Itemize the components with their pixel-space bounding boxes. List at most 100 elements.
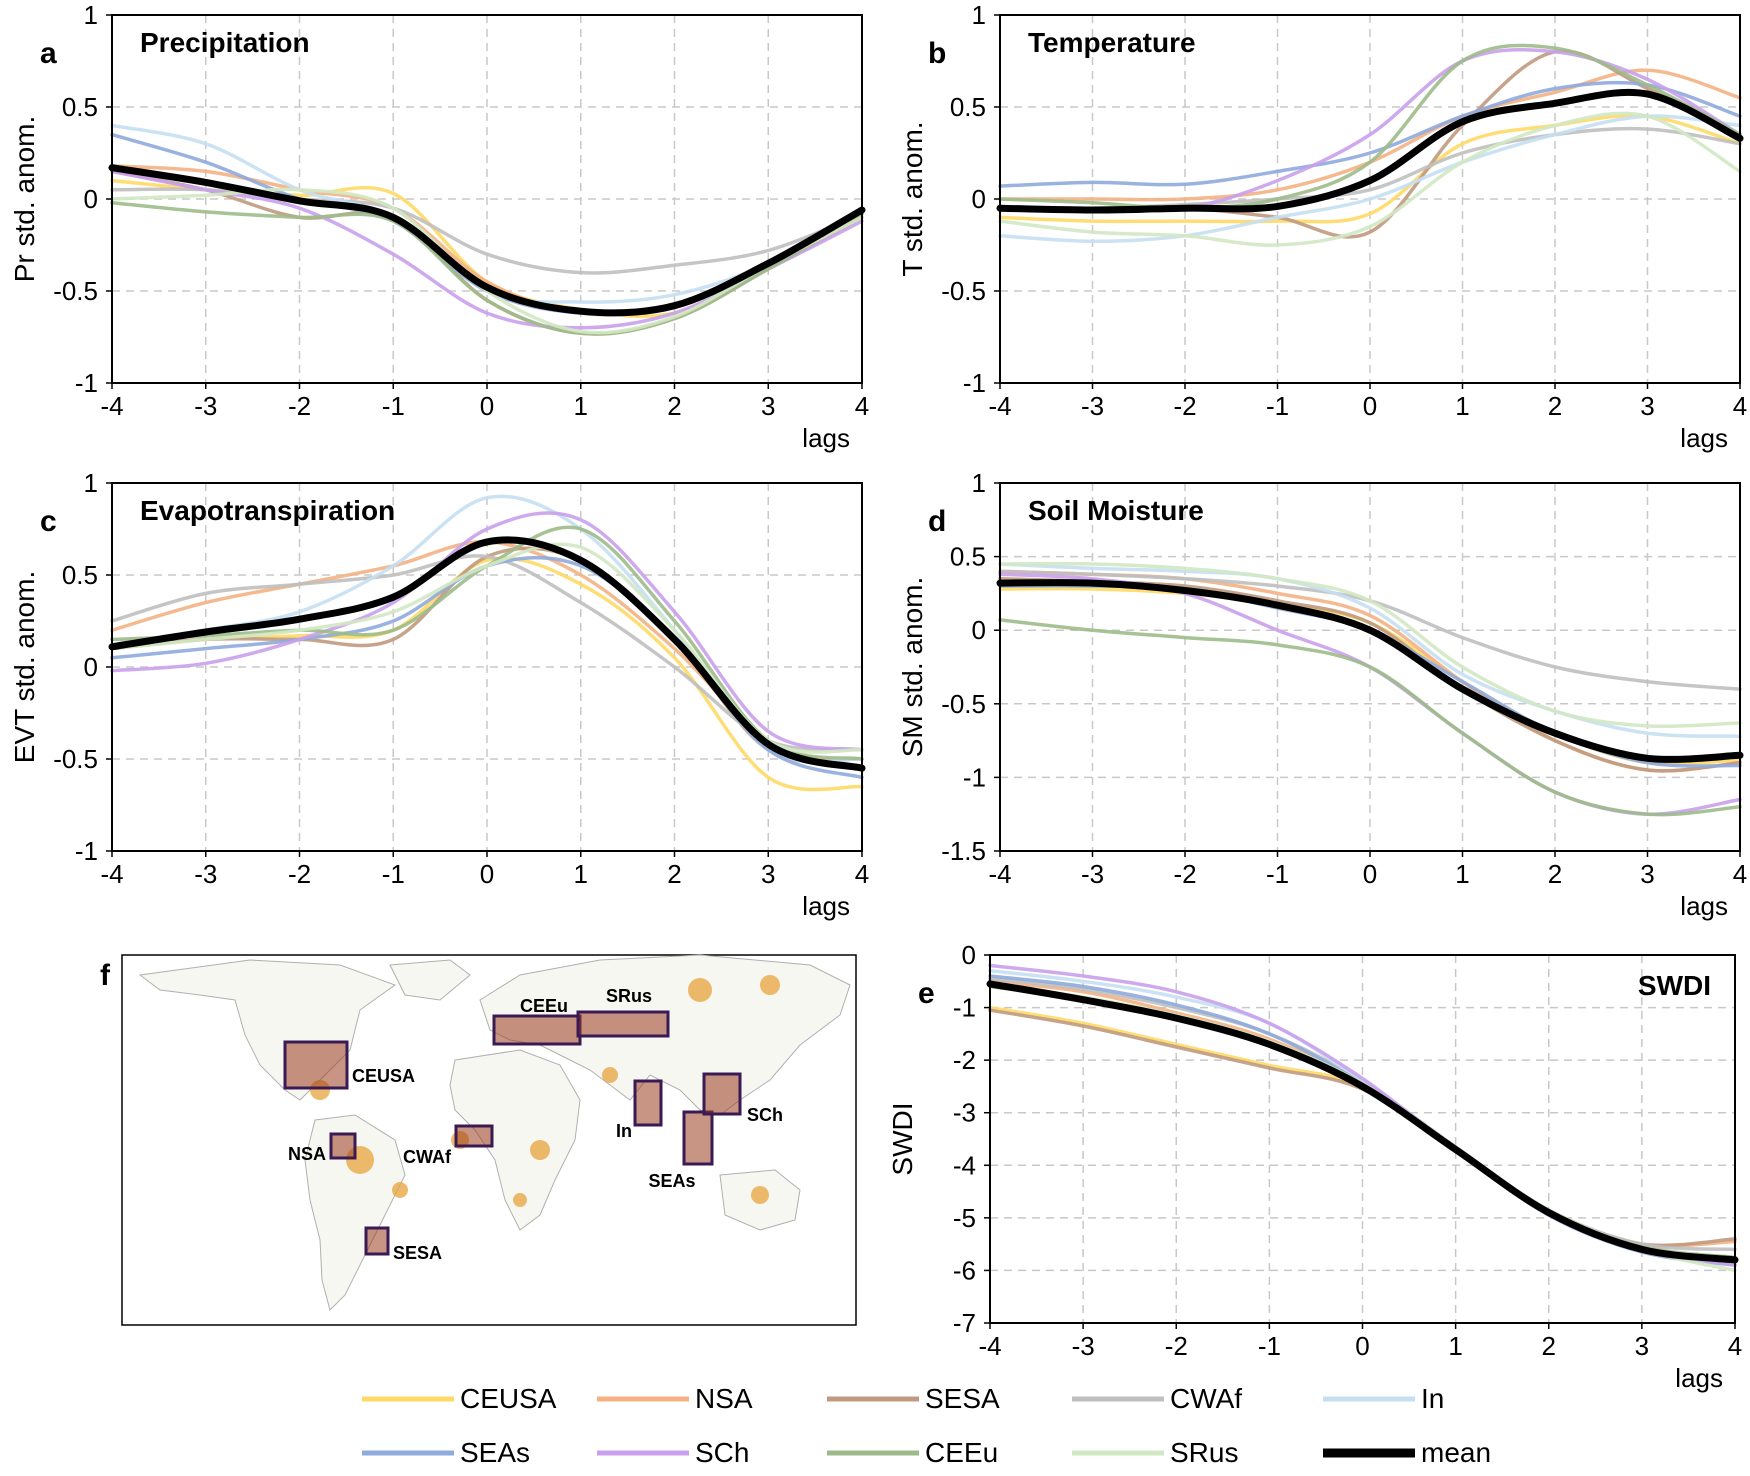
series-line-cwaf <box>998 126 1742 211</box>
x-tick-label: 2 <box>667 391 681 421</box>
y-axis-label: EVT std. anom. <box>9 571 40 763</box>
x-axis-label: lags <box>802 423 850 453</box>
x-tick-label: -1 <box>382 859 405 889</box>
x-tick-label: 2 <box>1542 1331 1556 1361</box>
y-tick-label: -1 <box>75 836 98 866</box>
y-tick-label: 0 <box>972 184 986 214</box>
y-tick-label: 0.5 <box>62 560 98 590</box>
x-tick-label: -4 <box>988 391 1011 421</box>
x-tick-label: 0 <box>1363 391 1377 421</box>
x-tick-label: -3 <box>1081 859 1104 889</box>
series-line-seas <box>998 80 1742 188</box>
panel-title: Precipitation <box>140 27 310 58</box>
x-tick-label: 0 <box>480 391 494 421</box>
map-panel-letter: f <box>100 959 111 992</box>
region-label-nsa: NSA <box>288 1144 326 1164</box>
series-line-sch <box>110 511 864 752</box>
series-line-ceeu <box>998 618 1742 817</box>
region-box-sesa <box>364 1226 390 1256</box>
legend-label-in: In <box>1421 1383 1444 1414</box>
y-tick-label: -1 <box>953 993 976 1023</box>
y-tick-label: -1 <box>963 762 986 792</box>
panel-e: -4 -3 -2 -1 0 1 2 3 4 -7 -6 -5 -4 -3 -2 -1 0 lags SWDI e SWD… <box>887 940 1742 1393</box>
region-boxes: CEUSA NSA CWAf SESA CEEu SRus In SEAs SCh <box>283 986 783 1263</box>
x-tick-label: 4 <box>1728 1331 1742 1361</box>
x-tick-label: 1 <box>1448 1331 1462 1361</box>
series-line-mean <box>986 980 1739 1264</box>
legend-label-ceeu: CEEu <box>925 1437 998 1468</box>
legend-label-ceusa: CEUSA <box>460 1383 557 1414</box>
legend-label-srus: SRus <box>1170 1437 1238 1468</box>
x-tick-label: 2 <box>1548 391 1562 421</box>
region-label-in: In <box>616 1121 632 1141</box>
y-tick-label: -3 <box>953 1098 976 1128</box>
y-axis-label: Pr std. anom. <box>9 116 40 283</box>
south-america-shape <box>304 1114 406 1311</box>
series-line-srus <box>998 561 1742 729</box>
legend-label-seas: SEAs <box>460 1437 530 1468</box>
panel-d: -4 -3 -2 -1 0 1 2 3 4 -1.5 -1 -0.5 0 0.5 1 lags SM std. … <box>897 468 1747 921</box>
x-tick-label: -1 <box>382 391 405 421</box>
x-tick-label: -4 <box>100 859 123 889</box>
legend-label-nsa: NSA <box>695 1383 753 1414</box>
region-label-ceeu: CEEu <box>520 996 568 1016</box>
y-tick-label: -2 <box>953 1045 976 1075</box>
panel-letter: a <box>40 37 57 70</box>
y-axis-label: SWDI <box>887 1102 918 1175</box>
y-axis-label: SM std. anom. <box>897 577 928 758</box>
x-tick-label: 1 <box>574 391 588 421</box>
x-tick-label: -2 <box>288 391 311 421</box>
x-tick-label: -2 <box>1173 391 1196 421</box>
x-tick-label: 0 <box>1355 1331 1369 1361</box>
x-tick-label: -3 <box>194 859 217 889</box>
series-line-srus <box>998 111 1742 247</box>
series-line-ceeu <box>110 200 864 336</box>
panel-title: SWDI <box>1638 970 1711 1001</box>
y-tick-label: -1 <box>963 368 986 398</box>
panel-c: -4 -3 -2 -1 0 1 2 3 4 -1 -0.5 0 0.5 1 lags EVT std. ano… <box>9 468 869 921</box>
x-tick-label: -3 <box>1072 1331 1095 1361</box>
x-tick-label: 2 <box>1548 859 1562 889</box>
region-box-sch <box>702 1072 742 1116</box>
y-tick-label: 0.5 <box>62 92 98 122</box>
series-line-mean <box>108 164 866 317</box>
x-axis-label: lags <box>802 891 850 921</box>
region-box-srus <box>576 1010 670 1038</box>
series-line-in <box>998 562 1742 738</box>
region-label-seas: SEAs <box>648 1171 695 1191</box>
x-tick-label: -4 <box>988 859 1011 889</box>
y-axis-label: T std. anom. <box>897 121 928 276</box>
region-box-in <box>633 1079 663 1127</box>
y-tick-label: -6 <box>953 1255 976 1285</box>
y-tick-label: -1 <box>75 368 98 398</box>
x-axis-label: lags <box>1680 423 1728 453</box>
africa-shape <box>449 1049 581 1231</box>
series-line-ceusa <box>998 113 1742 224</box>
x-tick-label: 0 <box>480 859 494 889</box>
panel-letter: b <box>928 37 946 70</box>
y-tick-label: 1 <box>84 468 98 498</box>
series-line-ceeu <box>998 43 1742 210</box>
x-tick-label: 1 <box>574 859 588 889</box>
y-tick-label: -4 <box>953 1150 976 1180</box>
x-tick-label: 0 <box>1363 859 1377 889</box>
region-label-sesa: SESA <box>393 1243 442 1263</box>
y-tick-label: 0.5 <box>950 542 986 572</box>
x-axis-label: lags <box>1675 1363 1723 1393</box>
y-tick-label: -0.5 <box>941 689 986 719</box>
y-tick-label: -0.5 <box>53 744 98 774</box>
series-line-mean <box>996 88 1744 214</box>
legend-label-sesa: SESA <box>925 1383 1000 1414</box>
panel-title: Soil Moisture <box>1028 495 1204 526</box>
x-tick-label: 2 <box>667 859 681 889</box>
panel-title: Temperature <box>1028 27 1196 58</box>
region-box-seas <box>682 1110 714 1166</box>
y-tick-label: 1 <box>972 468 986 498</box>
x-tick-label: 3 <box>761 859 775 889</box>
y-tick-label: 1 <box>84 0 98 30</box>
series-line-in <box>998 114 1742 244</box>
region-label-cwaf: CWAf <box>403 1147 452 1167</box>
x-tick-label: 1 <box>1455 391 1469 421</box>
legend-label-sch: SCh <box>695 1437 749 1468</box>
y-tick-label: 1 <box>972 0 986 30</box>
